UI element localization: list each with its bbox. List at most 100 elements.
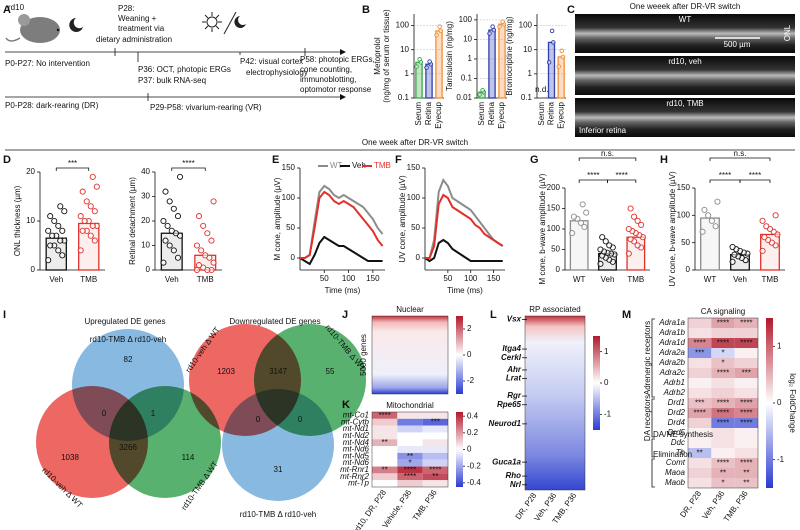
heatmap-cell (711, 388, 735, 398)
data-point (551, 40, 556, 45)
heatmap-cell (397, 480, 423, 487)
heatmap-cell (372, 466, 398, 474)
x-axis-label: Time (ms) (325, 286, 361, 295)
row-label: Drd4 (668, 418, 686, 427)
heatmap-cell (711, 378, 735, 388)
data-point (577, 219, 584, 226)
heatmap-cell (711, 428, 735, 438)
heatmap-cell (422, 452, 448, 460)
venn-title: Downregulated DE genes (229, 317, 320, 326)
heatmap-cell (711, 398, 735, 408)
y-tick-label: 0 (146, 265, 151, 274)
data-point (198, 247, 205, 254)
data-point (759, 217, 766, 224)
y-tick-label: 100 (282, 193, 296, 202)
heatmap-cell (422, 480, 448, 487)
heatmap-cell (734, 328, 758, 338)
bar (435, 30, 443, 99)
significance-label: ** (743, 469, 749, 478)
y-tick-label: 100 (459, 15, 473, 24)
data-point (93, 183, 100, 190)
row-label: Adra2c (659, 368, 685, 377)
heatmap-cell (711, 368, 735, 378)
y-tick-label: 10 (523, 45, 532, 54)
heatmap-cell (734, 408, 758, 418)
x-tick-label: WT (704, 275, 717, 284)
y-tick-label: 100 (677, 210, 691, 219)
y-tick-label: 150 (407, 163, 421, 172)
venn-count: 0 (256, 415, 261, 424)
panel-letter: C (567, 4, 575, 16)
heatmap-cell (734, 418, 758, 428)
timeline-note: P0-P28: dark-rearing (DR) (5, 101, 99, 110)
data-point (174, 254, 182, 261)
colorbar-tick-label: -0.2 (467, 461, 481, 470)
heatmap-cell (688, 438, 712, 448)
significance-label: * (721, 349, 724, 358)
heatmap-cell (711, 468, 735, 478)
data-point (631, 213, 638, 220)
heatmap-cell (372, 446, 398, 453)
heatmap-cell (711, 458, 735, 468)
data-point (714, 198, 721, 205)
x-tick-label: Veh (49, 275, 63, 284)
data-point (480, 87, 485, 93)
x-tick-label: 100 (342, 274, 356, 283)
data-point (556, 64, 562, 69)
heatmap-cell (422, 473, 448, 481)
data-point (162, 188, 169, 195)
y-axis-label: Tamsulosin (ng/mg) (445, 21, 454, 91)
heatmap-title: CA signaling (701, 307, 745, 316)
venn-count: 1203 (217, 367, 235, 376)
scale-bar-label: 500 µm (724, 40, 751, 49)
colorbar-tick-label: 0 (777, 398, 782, 407)
series-line (425, 193, 504, 259)
data-point (57, 203, 64, 210)
heatmap-cell (734, 428, 758, 438)
y-tick-label: 0 (416, 253, 421, 262)
x-tick-label: Eyecup (434, 101, 443, 128)
data-point (731, 251, 738, 258)
data-point (89, 222, 96, 229)
group-bracket (651, 318, 655, 398)
data-point (599, 234, 606, 241)
data-point (193, 266, 200, 274)
venn-count: 82 (124, 355, 133, 364)
x-tick-label: TMB (80, 275, 97, 284)
y-tick-label: 10 (141, 241, 150, 250)
significance-bracket (578, 179, 608, 183)
series-line (425, 177, 504, 259)
y-axis-label: Bromocriptine (ng/mg) (505, 16, 514, 95)
heatmap-cell (711, 408, 735, 418)
colorbar-tick-label: 0.4 (467, 411, 479, 420)
x-tick-label: Retina (547, 101, 556, 125)
venn-count: 1 (151, 409, 156, 418)
heatmap-cell (711, 448, 735, 458)
data-point (559, 48, 565, 54)
colorbar-tick-label: -2 (467, 376, 475, 385)
venn-count: 31 (274, 465, 283, 474)
timeline-note: P28: (118, 4, 134, 13)
timeline-note: P58: photopic ERGs, (300, 55, 375, 64)
heatmap-cell (734, 448, 758, 458)
data-point (597, 260, 604, 267)
y-tick-label: 1 (405, 69, 410, 78)
data-point (55, 222, 62, 229)
timeline-note: electrophysiology (246, 68, 308, 77)
heatmap-cell (688, 408, 712, 418)
gene-label: Rho (505, 471, 521, 480)
heatmap-cell (372, 425, 398, 433)
section-header: One week after DR-VR switch (362, 138, 468, 147)
y-tick-label: 1 (528, 69, 533, 78)
data-point (47, 213, 54, 220)
heatmap-cell (711, 328, 735, 338)
significance-label: **** (740, 419, 752, 428)
data-point (174, 213, 182, 220)
row-label: mt-Tp (348, 479, 369, 488)
legend-label: TMB (374, 161, 391, 170)
data-point (772, 212, 779, 219)
colorbar-tick-label: 0.2 (467, 428, 479, 437)
heatmap-cell (688, 328, 712, 338)
heatmap-cell (688, 428, 712, 438)
heatmap-image (524, 315, 586, 491)
